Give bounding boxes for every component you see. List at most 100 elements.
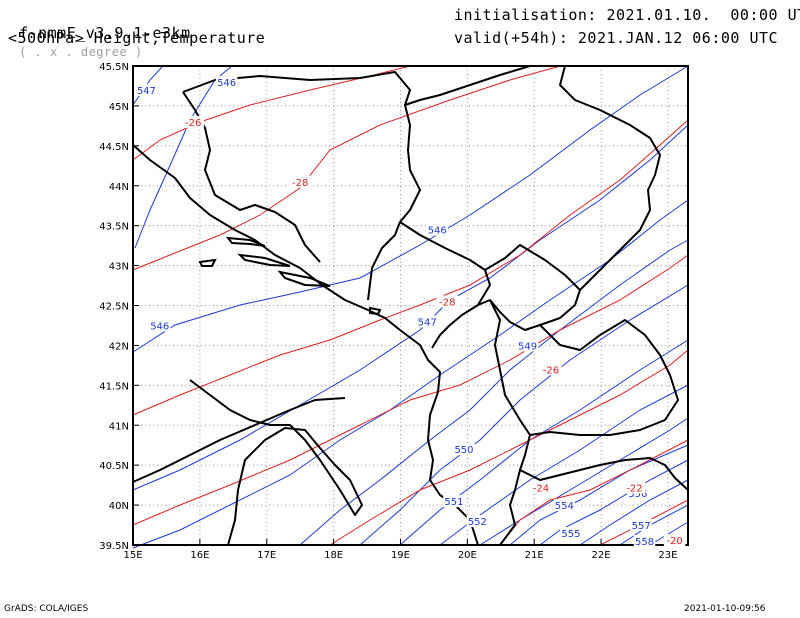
temperature-label-bg <box>663 534 686 547</box>
temp-contour-minus28-south <box>132 119 689 416</box>
temperature-label: -24 <box>533 484 549 495</box>
border-bosnia-serbia-north <box>182 71 421 301</box>
height-label: 549 <box>518 341 537 352</box>
height-label-bg <box>135 83 158 96</box>
border-serbia-bulgaria <box>559 65 661 291</box>
height-label-bg <box>560 527 582 540</box>
height-label-bg <box>630 519 652 532</box>
height-contour-553 <box>479 417 689 546</box>
temperature-label-bg <box>436 295 459 308</box>
contour-labels: 547 546 546 546 547 549 550 551 552 554 555 556 557 5… <box>135 75 686 548</box>
height-label-bg <box>453 443 475 456</box>
temp-contour-minus26 <box>132 254 689 526</box>
x-tick-label: 18E <box>324 550 343 561</box>
plot-frame <box>132 65 689 546</box>
height-contour-547 <box>132 65 164 106</box>
y-tick-label: 43N <box>109 262 129 273</box>
height-contour-554 <box>509 444 689 546</box>
valid-time: valid(+54h): 2021.JAN.12 06:00 UTC <box>454 29 779 47</box>
height-contour-556 <box>579 479 689 546</box>
height-label: 550 <box>454 445 473 456</box>
height-contour-549 <box>299 239 689 546</box>
x-tick-label: 21E <box>525 550 544 561</box>
x-tick-label: 16E <box>190 550 209 561</box>
country-borders <box>132 65 689 546</box>
y-tick-label: 42.5N <box>99 302 129 313</box>
coastline-adriatic <box>132 144 479 546</box>
y-tick-label: 40N <box>109 501 129 512</box>
model-resolution: ( . x . degree ) <box>19 45 143 59</box>
border-italy-heel <box>132 397 346 483</box>
height-label: 546 <box>428 226 447 237</box>
island-5 <box>369 306 382 316</box>
border-kosovo <box>477 244 581 331</box>
coastline-italy <box>189 379 363 546</box>
height-label-bg <box>443 495 465 508</box>
height-contour-547-south <box>132 124 689 491</box>
x-tick-label: 23E <box>658 550 677 561</box>
x-tick-label: 17E <box>257 550 276 561</box>
temperature-label: -26 <box>185 118 201 129</box>
height-contour-555 <box>539 459 689 546</box>
footer-timestamp: 2021-01-10-09:56 <box>684 604 766 614</box>
temperature-label-bg <box>623 481 646 494</box>
height-label-bg <box>215 75 238 88</box>
island-3 <box>277 270 331 287</box>
height-label: 557 <box>632 521 651 532</box>
islands <box>198 236 382 316</box>
border-hungary <box>404 65 531 106</box>
temperature-label-bg <box>540 363 562 376</box>
height-label: 546 <box>150 321 169 332</box>
init-time: initialisation: 2021.01.10. 00:00 UTC <box>454 6 800 24</box>
x-tick-label: 19E <box>391 550 410 561</box>
island-1 <box>225 236 266 247</box>
y-tick-label: 45N <box>109 102 129 113</box>
height-label: 547 <box>137 86 156 97</box>
height-label: 547 <box>418 317 437 328</box>
temperature-label: -22 <box>626 484 642 495</box>
height-label-bg <box>516 339 539 352</box>
x-tick-label: 15E <box>123 550 142 561</box>
product-title: <500hPa> Height,Temperature <box>8 29 266 47</box>
x-tick-label: 20E <box>458 550 477 561</box>
height-label: 554 <box>555 501 574 512</box>
temperature-label-bg <box>289 175 311 188</box>
temperature-label: -26 <box>543 365 559 376</box>
height-label: 551 <box>444 497 463 508</box>
temperature-label-bg <box>530 481 552 494</box>
height-label: 555 <box>561 529 580 540</box>
model-prefix: f-nmmE_v3.9.1-e3km <box>19 24 191 42</box>
temperature-label: -28 <box>292 178 308 189</box>
temperature-contours <box>132 65 689 546</box>
y-tick-label: 41N <box>109 421 129 432</box>
island-4 <box>198 258 217 267</box>
temperature-label-bg <box>182 115 204 128</box>
height-contours <box>132 65 689 549</box>
height-label-bg <box>148 319 171 332</box>
height-label-bg <box>553 499 576 512</box>
height-label-bg <box>416 315 438 328</box>
height-label: 558 <box>635 537 654 548</box>
footer-credit: GrADS: COLA/IGES <box>4 604 89 614</box>
border-macedonia <box>529 319 679 436</box>
height-contour-548 <box>132 199 689 549</box>
y-tick-label: 42N <box>109 341 129 352</box>
temp-contour-minus28 <box>132 65 561 271</box>
height-label-bg <box>466 515 489 528</box>
temp-contour-minus22 <box>499 439 689 546</box>
height-label: 556 <box>628 489 647 500</box>
temperature-label: -28 <box>439 298 455 309</box>
border-serbia-montenegro <box>399 221 491 349</box>
island-2 <box>237 253 291 267</box>
height-contour-546 <box>132 65 689 353</box>
temp-contour-minus26-north <box>132 65 411 161</box>
y-tick-label: 40.5N <box>99 461 129 472</box>
gridlines <box>132 65 688 546</box>
model-name: f-nmmE_v3.9.1-e3km ( . x . degree ) <box>0 6 191 60</box>
border-albania-east <box>489 299 531 546</box>
axis-ticks: 15E 16E 17E 18E 19E 20E 21E 22E 23E 39.5N 40N 40.5N… <box>99 62 677 561</box>
y-tick-label: 44.5N <box>99 142 129 153</box>
height-label-bg <box>633 535 656 548</box>
y-tick-label: 41.5N <box>99 381 129 392</box>
